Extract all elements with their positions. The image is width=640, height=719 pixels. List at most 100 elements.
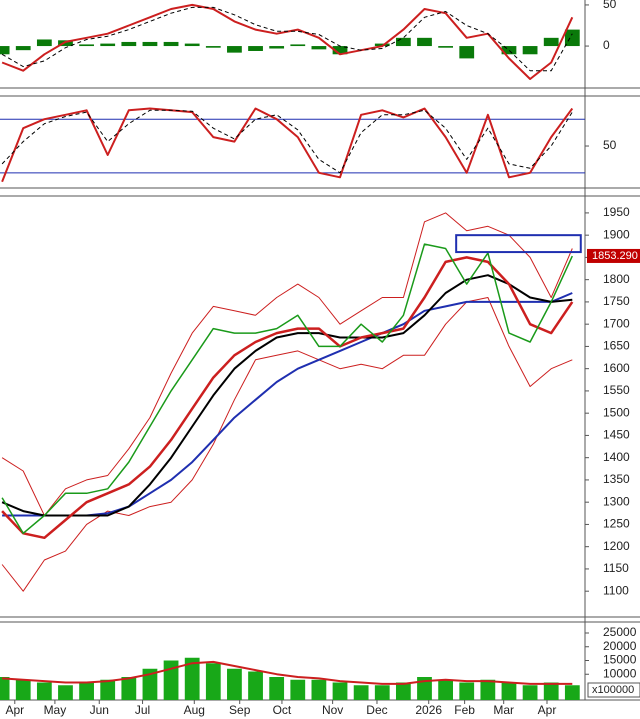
bar xyxy=(395,37,411,47)
highlight-zone xyxy=(455,234,582,254)
x-tick-label: Feb xyxy=(454,703,475,717)
bar xyxy=(227,668,242,700)
x-tick-label: Apr xyxy=(538,703,557,717)
series-line xyxy=(1,297,573,592)
series-line xyxy=(1,6,573,72)
y-tick-label: 1100 xyxy=(603,583,629,597)
last-price-label: 1853.290 xyxy=(592,250,638,262)
y-tick-label: 1950 xyxy=(603,205,630,219)
bar xyxy=(269,46,285,49)
unit-box xyxy=(587,682,640,698)
y-tick-label: 1200 xyxy=(603,539,630,553)
bar xyxy=(438,46,454,48)
bar xyxy=(0,676,10,700)
x-tick-label: Sep xyxy=(229,703,251,717)
bar xyxy=(564,29,580,47)
y-tick-label: 25000 xyxy=(603,625,637,639)
bar xyxy=(142,668,158,700)
bar xyxy=(79,682,94,700)
bar xyxy=(205,46,221,48)
bar xyxy=(79,44,94,47)
series-line xyxy=(1,212,573,516)
bar xyxy=(374,685,390,700)
y-tick-label: 1300 xyxy=(603,494,630,508)
bar xyxy=(100,679,116,700)
bar xyxy=(543,37,559,47)
bar xyxy=(564,685,580,700)
bar xyxy=(417,676,432,700)
y-tick-label: 1600 xyxy=(603,361,630,375)
bar xyxy=(395,682,411,700)
bar xyxy=(459,682,475,700)
bar xyxy=(543,682,559,700)
x-tick-label: Mar xyxy=(493,703,514,717)
series-line xyxy=(1,109,573,174)
x-tick-label: May xyxy=(44,703,67,717)
bar xyxy=(501,46,517,55)
bar xyxy=(100,43,116,47)
bar xyxy=(438,679,454,700)
bar xyxy=(311,679,327,700)
y-tick-label: 1350 xyxy=(603,472,630,486)
y-tick-label: 1650 xyxy=(603,339,630,353)
x-tick-label: Nov xyxy=(322,703,343,717)
bar xyxy=(142,41,158,47)
bar xyxy=(290,44,306,47)
y-tick-label: 1750 xyxy=(603,294,630,308)
bar xyxy=(290,679,306,700)
y-tick-label: 0 xyxy=(603,38,610,52)
bar xyxy=(311,46,327,50)
series-line xyxy=(1,256,574,540)
bar xyxy=(121,41,137,47)
x-tick-label: Jun xyxy=(90,703,109,717)
bar xyxy=(0,46,10,55)
x-tick-label: Oct xyxy=(273,703,292,717)
y-tick-label: 1450 xyxy=(603,428,630,442)
y-tick-label: 1150 xyxy=(603,561,629,575)
bar xyxy=(15,46,31,51)
bar xyxy=(15,679,31,700)
x-tick-label: Aug xyxy=(184,703,205,717)
series-line xyxy=(1,107,574,183)
series-line xyxy=(1,274,573,517)
bar xyxy=(332,46,348,55)
bar xyxy=(163,41,179,47)
bar xyxy=(417,37,432,47)
x-tick-label: Dec xyxy=(366,703,387,717)
bar xyxy=(501,682,517,700)
y-tick-label: 10000 xyxy=(603,666,637,680)
x-tick-label: Jul xyxy=(135,703,150,717)
y-tick-label: 15000 xyxy=(603,653,637,667)
bar xyxy=(269,676,285,700)
y-tick-label: 1500 xyxy=(603,405,630,419)
last-price-box xyxy=(587,248,640,263)
y-tick-label: 50 xyxy=(603,138,617,152)
bar xyxy=(522,46,538,55)
bar xyxy=(58,40,73,47)
bar xyxy=(184,657,200,700)
series-line xyxy=(1,243,573,535)
bar xyxy=(121,676,137,700)
y-tick-label: 1800 xyxy=(603,272,630,286)
series-line xyxy=(2,660,573,685)
bar xyxy=(36,682,52,700)
bar xyxy=(353,685,369,700)
bar xyxy=(248,46,263,51)
bar xyxy=(480,679,496,700)
unit-label: x100000 xyxy=(592,684,634,696)
bar xyxy=(58,685,73,700)
y-tick-label: 20000 xyxy=(603,639,637,653)
y-tick-label: 50 xyxy=(603,0,617,11)
y-tick-label: 1400 xyxy=(603,450,630,464)
y-tick-label: 1700 xyxy=(603,316,630,330)
series-line xyxy=(2,292,573,517)
bar xyxy=(332,682,348,700)
bar xyxy=(184,43,200,47)
bar xyxy=(374,43,390,47)
bar xyxy=(205,663,221,700)
bar xyxy=(522,685,538,700)
bar xyxy=(227,46,242,53)
y-tick-label: 1550 xyxy=(603,383,630,397)
bar xyxy=(248,671,263,700)
